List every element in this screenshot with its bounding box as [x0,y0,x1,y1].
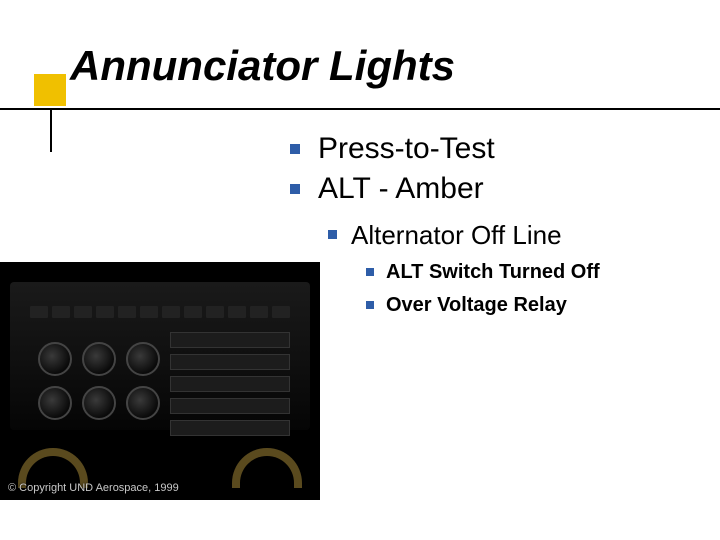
bullet-square-icon [290,144,300,154]
gauge-icon [126,342,160,376]
page-title: Annunciator Lights [70,42,455,90]
list-item: Over Voltage Relay [366,294,720,317]
list-item: ALT - Amber [290,172,720,206]
control-yoke [232,448,302,488]
cockpit-photo: © Copyright UND Aerospace, 1999 [0,262,320,500]
gauge-icon [82,386,116,420]
horizontal-rule [0,108,720,110]
gauge-icon [82,342,116,376]
list-item: Alternator Off Line [328,220,720,251]
bullet-square-icon [366,268,374,276]
bullet-text: ALT - Amber [318,172,484,206]
switch-row [30,306,290,318]
gauge-icon [38,342,72,376]
list-item: ALT Switch Turned Off [366,261,720,284]
bullet-text: Press-to-Test [318,132,495,166]
radio-stack [170,332,290,442]
bullet-text: ALT Switch Turned Off [386,261,600,284]
photo-copyright: © Copyright UND Aerospace, 1999 [8,482,179,494]
gauge-icon [126,386,160,420]
content-area: Press-to-Test ALT - Amber Alternator Off… [290,132,720,323]
accent-square [34,74,66,106]
list-item: Press-to-Test [290,132,720,166]
bullet-text: Over Voltage Relay [386,294,567,317]
slide: Annunciator Lights Press-to-Test ALT - A… [0,0,720,540]
bullet-text: Alternator Off Line [351,220,562,251]
vertical-rule-stub [50,108,52,152]
bullet-square-icon [366,301,374,309]
instrument-panel [10,282,310,430]
gauge-icon [38,386,72,420]
bullet-square-icon [290,184,300,194]
bullet-square-icon [328,230,337,239]
